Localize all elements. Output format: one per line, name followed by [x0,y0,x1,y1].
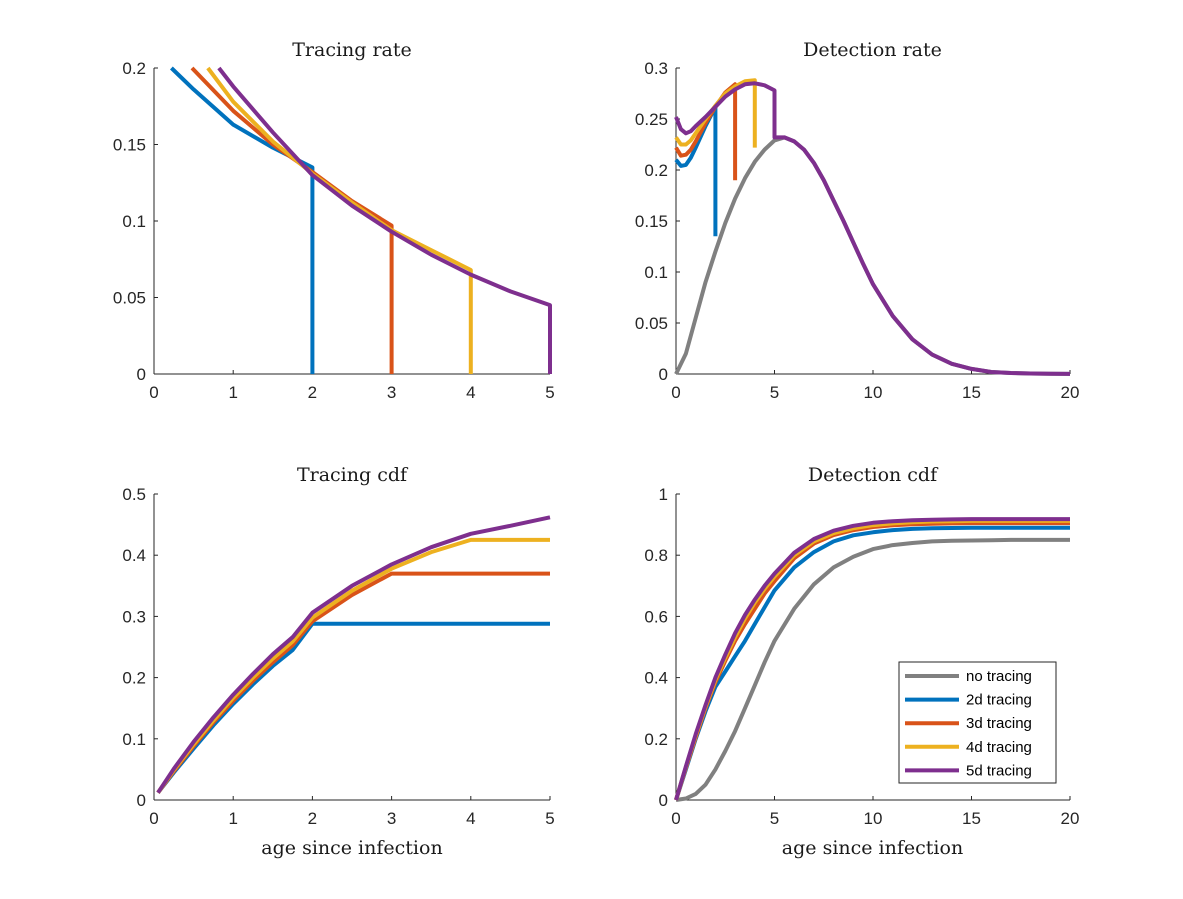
detection-cdf-series-no-tracing [675,537,1070,802]
detection-cdf-y-tick-label: 0.2 [644,730,668,749]
detection-rate-y-tick-label: 0 [659,365,668,384]
tracing-cdf-x-tick-label: 0 [149,809,158,828]
detection-cdf-x-tick-label: 10 [864,809,883,828]
detection-cdf-y-tick-label: 1 [659,485,668,504]
tracing-cdf-series-5d-tracing [156,515,551,794]
detection-rate-axes: Detection rate 0 5 10 15 20 0 0.05 0.1 0.15 0.2 0.… [635,39,1080,402]
detection-cdf-x-tick-label: 15 [962,809,981,828]
detection-cdf-x-tick-label: 20 [1061,809,1080,828]
detection-cdf-series-5d-tracing [674,517,1070,801]
tracing-cdf-y-tick-label: 0.3 [122,607,146,626]
legend-label-2d-tracing: 2d tracing [966,692,1032,709]
detection-rate-x-tick-label: 0 [671,383,680,402]
tracing-cdf-x-tick-label: 3 [387,809,396,828]
detection-rate-y-tick-label: 0.25 [635,110,668,129]
legend-label-no-tracing: no tracing [966,668,1032,685]
detection-rate-y-tick-label: 0.15 [635,212,668,231]
detection-cdf-y-tick-label: 0.6 [644,607,668,626]
tracing-rate-x-tick-label: 4 [466,383,475,402]
tracing-rate-y-tick-label: 0.2 [122,59,146,78]
detection-rate-x-tick-label: 5 [770,383,779,402]
tracing-rate-x-tick-label: 0 [149,383,158,402]
tracing-rate-series-2d-tracing [170,66,315,374]
tracing-cdf-y-tick-label: 0.4 [122,546,146,565]
tracing-cdf-y-tick-label: 0 [137,791,146,810]
tracing-cdf-xlabel: age since infection [261,837,442,859]
tracing-rate-y-tick-label: 0.05 [113,289,146,308]
detection-cdf-y-tick-label: 0 [659,791,668,810]
detection-cdf-y-tick-label: 0.4 [644,669,668,688]
detection-rate-y-tick-label: 0.05 [635,314,668,333]
detection-cdf-title: Detection cdf [808,464,939,486]
tracing-cdf-axes: Tracing cdf age since infection 0 1 2 3 4 5 0 0… [122,464,554,859]
detection-cdf-x-tick-label: 5 [770,809,779,828]
detection-rate-x-tick-label: 20 [1061,383,1080,402]
tracing-rate-y-tick-label: 0 [137,365,146,384]
tracing-rate-x-tick-label: 5 [545,383,554,402]
tracing-cdf-y-tick-label: 0.1 [122,730,146,749]
legend-label-3d-tracing: 3d tracing [966,715,1032,732]
tracing-rate-x-tick-label: 1 [228,383,237,402]
tracing-cdf-title: Tracing cdf [297,464,409,486]
legend-label-5d-tracing: 5d tracing [966,762,1032,779]
tracing-rate-x-tick-label: 3 [387,383,396,402]
detection-rate-series-5d-tracing [674,81,1071,376]
tracing-cdf-y-tick-label: 0.2 [122,669,146,688]
legend: no tracing 2d tracing 3d tracing 4d tracing… [898,661,1057,784]
detection-rate-x-tick-label: 15 [962,383,981,402]
tracing-cdf-y-tick-label: 0.5 [122,485,146,504]
legend-label-4d-tracing: 4d tracing [966,739,1032,756]
tracing-rate-series-5d-tracing [217,66,552,374]
tracing-cdf-x-tick-label: 5 [545,809,554,828]
tracing-cdf-x-tick-label: 2 [308,809,317,828]
detection-cdf-x-tick-label: 0 [671,809,680,828]
detection-rate-title: Detection rate [803,39,942,61]
tracing-rate-series-4d-tracing [206,66,473,374]
detection-rate-x-tick-label: 10 [864,383,883,402]
tracing-rate-y-tick-label: 0.15 [113,136,146,155]
tracing-rate-title: Tracing rate [292,39,412,61]
tracing-rate-x-tick-label: 2 [308,383,317,402]
detection-rate-y-tick-label: 0.3 [644,59,668,78]
tracing-cdf-x-tick-label: 4 [466,809,475,828]
detection-rate-y-tick-label: 0.1 [644,263,668,282]
tracing-cdf-x-tick-label: 1 [228,809,237,828]
tracing-rate-axes: Tracing rate 0 1 2 3 4 5 0 0.05 0.1 0.15 0.2 [113,39,555,402]
tracing-rate-y-tick-label: 0.1 [122,212,146,231]
detection-cdf-series-2d-tracing [674,525,1070,801]
detection-cdf-axes: Detection cdf age since infection 0 5 10 15… [644,464,1079,859]
detection-cdf-y-tick-label: 0.8 [644,546,668,565]
detection-rate-y-tick-label: 0.2 [644,161,668,180]
detection-cdf-xlabel: age since infection [782,837,963,859]
